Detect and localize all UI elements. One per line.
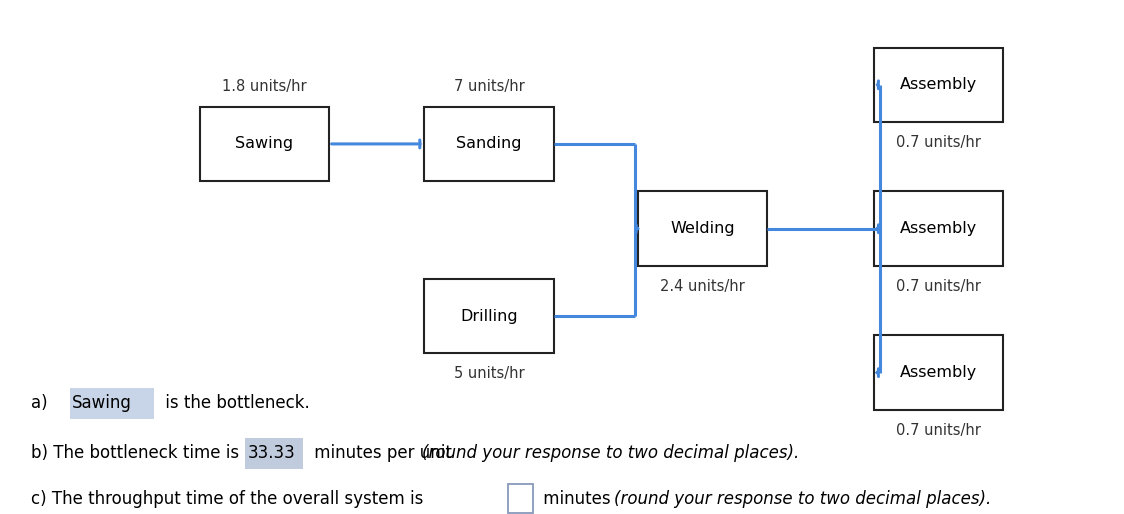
FancyBboxPatch shape xyxy=(508,484,533,513)
FancyBboxPatch shape xyxy=(70,388,154,419)
Text: minutes per unit: minutes per unit xyxy=(309,444,457,463)
FancyBboxPatch shape xyxy=(874,335,1003,410)
Text: Assembly: Assembly xyxy=(900,221,977,236)
FancyBboxPatch shape xyxy=(245,438,303,469)
Text: is the bottleneck.: is the bottleneck. xyxy=(160,394,309,413)
FancyBboxPatch shape xyxy=(425,107,553,181)
Text: 2.4 units/hr: 2.4 units/hr xyxy=(660,279,745,294)
FancyBboxPatch shape xyxy=(874,48,1003,122)
Text: 0.7 units/hr: 0.7 units/hr xyxy=(896,279,981,294)
Text: 33.33: 33.33 xyxy=(247,444,294,463)
Text: 0.7 units/hr: 0.7 units/hr xyxy=(896,135,981,150)
Text: Assembly: Assembly xyxy=(900,365,977,380)
Text: b) The bottleneck time is: b) The bottleneck time is xyxy=(31,444,245,463)
FancyBboxPatch shape xyxy=(425,279,553,354)
Text: 1.8 units/hr: 1.8 units/hr xyxy=(221,79,307,94)
Text: c) The throughput time of the overall system is: c) The throughput time of the overall sy… xyxy=(31,489,429,508)
Text: Sanding: Sanding xyxy=(456,136,522,152)
FancyBboxPatch shape xyxy=(200,107,328,181)
Text: 7 units/hr: 7 units/hr xyxy=(454,79,524,94)
FancyBboxPatch shape xyxy=(638,191,767,266)
Text: 0.7 units/hr: 0.7 units/hr xyxy=(896,423,981,438)
FancyBboxPatch shape xyxy=(874,191,1003,266)
Text: (round your response to two decimal places).: (round your response to two decimal plac… xyxy=(614,489,991,508)
Text: Assembly: Assembly xyxy=(900,77,977,93)
Text: (round your response to two decimal places).: (round your response to two decimal plac… xyxy=(422,444,799,463)
Text: a): a) xyxy=(31,394,53,413)
Text: Sawing: Sawing xyxy=(72,394,132,413)
Text: minutes: minutes xyxy=(538,489,616,508)
Text: Welding: Welding xyxy=(670,221,735,236)
Text: 5 units/hr: 5 units/hr xyxy=(454,366,524,381)
Text: Sawing: Sawing xyxy=(235,136,293,152)
Text: Drilling: Drilling xyxy=(460,308,518,324)
